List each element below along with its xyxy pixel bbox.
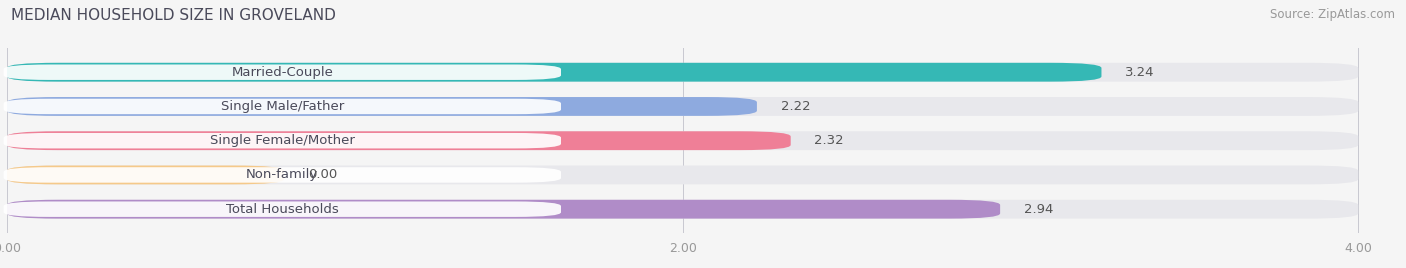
Text: MEDIAN HOUSEHOLD SIZE IN GROVELAND: MEDIAN HOUSEHOLD SIZE IN GROVELAND	[11, 8, 336, 23]
FancyBboxPatch shape	[4, 167, 561, 183]
Text: Single Male/Father: Single Male/Father	[221, 100, 344, 113]
FancyBboxPatch shape	[7, 131, 1358, 150]
FancyBboxPatch shape	[4, 202, 561, 217]
FancyBboxPatch shape	[7, 166, 1358, 184]
FancyBboxPatch shape	[7, 200, 1000, 219]
FancyBboxPatch shape	[7, 63, 1101, 82]
Text: Single Female/Mother: Single Female/Mother	[209, 134, 354, 147]
Text: Non-family: Non-family	[246, 169, 318, 181]
FancyBboxPatch shape	[7, 97, 756, 116]
Text: 3.24: 3.24	[1125, 66, 1154, 79]
FancyBboxPatch shape	[4, 133, 561, 148]
FancyBboxPatch shape	[7, 200, 1358, 219]
Text: Married-Couple: Married-Couple	[232, 66, 333, 79]
Text: Source: ZipAtlas.com: Source: ZipAtlas.com	[1270, 8, 1395, 21]
FancyBboxPatch shape	[4, 65, 561, 80]
FancyBboxPatch shape	[7, 166, 284, 184]
Text: 0.00: 0.00	[308, 169, 337, 181]
FancyBboxPatch shape	[7, 63, 1358, 82]
FancyBboxPatch shape	[7, 131, 790, 150]
Text: 2.32: 2.32	[814, 134, 844, 147]
Text: 2.22: 2.22	[780, 100, 810, 113]
FancyBboxPatch shape	[7, 97, 1358, 116]
Text: 2.94: 2.94	[1024, 203, 1053, 216]
FancyBboxPatch shape	[4, 99, 561, 114]
Text: Total Households: Total Households	[226, 203, 339, 216]
